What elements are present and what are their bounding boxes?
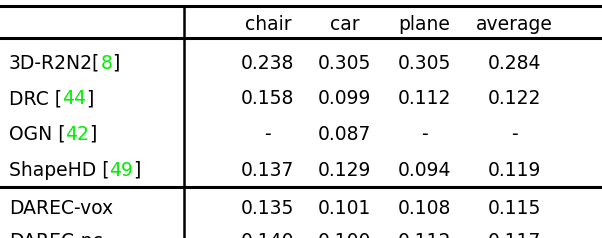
Text: ]: ]	[112, 54, 120, 73]
Text: 0.129: 0.129	[318, 161, 371, 180]
Text: 3D-R2N2[: 3D-R2N2[	[9, 54, 101, 73]
Text: 0.305: 0.305	[398, 54, 451, 73]
Text: 0.101: 0.101	[318, 199, 371, 218]
Text: 0.284: 0.284	[488, 54, 541, 73]
Text: 0.094: 0.094	[398, 161, 451, 180]
Text: 0.140: 0.140	[241, 232, 294, 238]
Text: 0.119: 0.119	[488, 161, 541, 180]
Text: 0.122: 0.122	[488, 89, 541, 108]
Text: 0.112: 0.112	[398, 89, 451, 108]
Text: ]: ]	[134, 161, 141, 180]
Text: DRC [: DRC [	[9, 89, 62, 108]
Text: -: -	[421, 125, 428, 144]
Text: 0.135: 0.135	[241, 199, 294, 218]
Text: DAREC-pc: DAREC-pc	[9, 232, 103, 238]
Text: ]: ]	[86, 89, 93, 108]
Text: 0.100: 0.100	[318, 232, 371, 238]
Text: 0.158: 0.158	[241, 89, 294, 108]
Text: 0.087: 0.087	[318, 125, 371, 144]
Text: car: car	[329, 15, 359, 35]
Text: 0.305: 0.305	[318, 54, 371, 73]
Text: -: -	[511, 125, 518, 144]
Text: 0.099: 0.099	[318, 89, 371, 108]
Text: average: average	[476, 15, 553, 35]
Text: ShapeHD [: ShapeHD [	[9, 161, 110, 180]
Text: 0.115: 0.115	[488, 199, 541, 218]
Text: ]: ]	[90, 125, 97, 144]
Text: 8: 8	[101, 54, 112, 73]
Text: plane: plane	[399, 15, 450, 35]
Text: OGN [: OGN [	[9, 125, 66, 144]
Text: 0.112: 0.112	[398, 232, 451, 238]
Text: 49: 49	[110, 161, 134, 180]
Text: DAREC-vox: DAREC-vox	[9, 199, 113, 218]
Text: 42: 42	[66, 125, 90, 144]
Text: 0.238: 0.238	[241, 54, 294, 73]
Text: 0.108: 0.108	[398, 199, 451, 218]
Text: 0.117: 0.117	[488, 232, 541, 238]
Text: 44: 44	[62, 89, 86, 108]
Text: chair: chair	[244, 15, 291, 35]
Text: -: -	[264, 125, 272, 144]
Text: 0.137: 0.137	[241, 161, 294, 180]
